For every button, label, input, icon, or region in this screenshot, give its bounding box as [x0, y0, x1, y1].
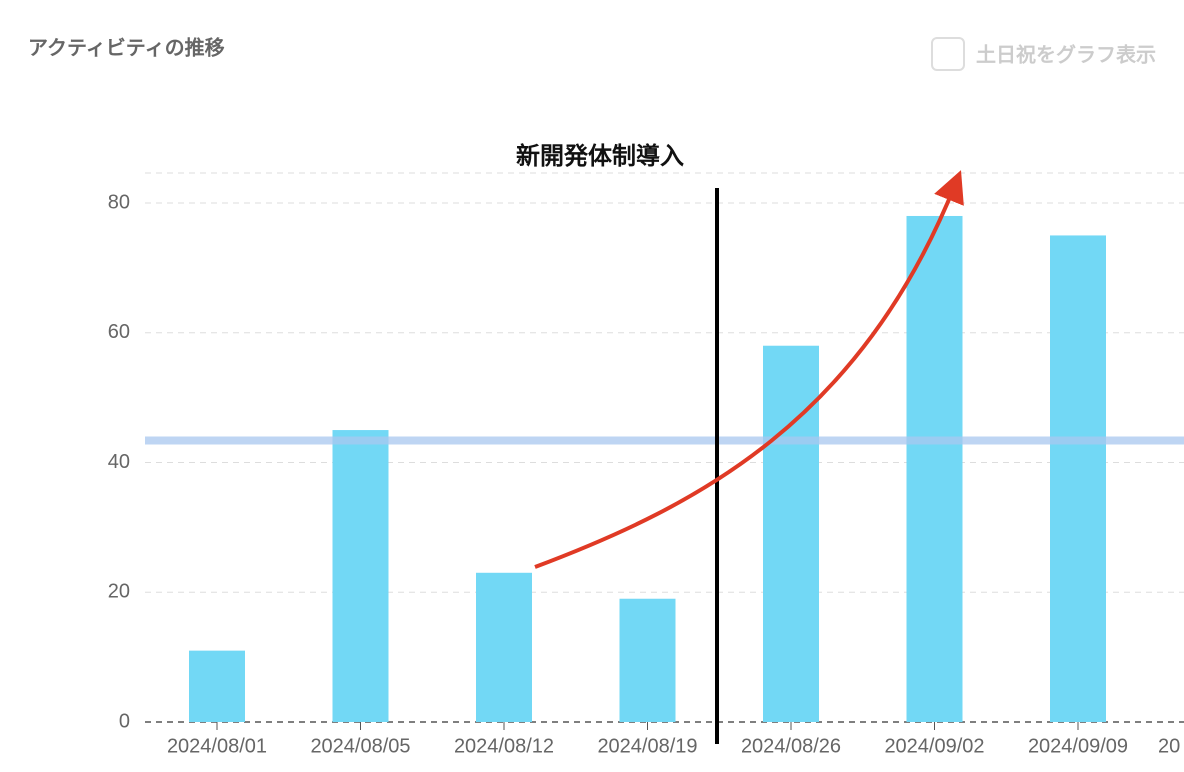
x-tick-label: 2024/08/12 [454, 735, 554, 757]
checkbox-label[interactable]: 土日祝をグラフ表示 [976, 43, 1156, 67]
bar [763, 345, 819, 722]
chart-title: アクティビティの推移 [28, 36, 225, 60]
bar [906, 215, 963, 722]
bar [619, 598, 676, 722]
x-tick-label: 2024/08/01 [167, 735, 267, 757]
y-tick-label: 60 [108, 321, 130, 343]
bar [332, 430, 389, 722]
bar [189, 650, 245, 722]
bar [476, 572, 532, 722]
y-tick-label: 20 [108, 581, 130, 603]
bar [1050, 235, 1106, 722]
x-tick-label: 2024/08/19 [597, 735, 697, 757]
x-tick-label: 2024/09/02 [884, 735, 984, 757]
y-tick-label: 40 [108, 451, 130, 473]
annotation: 新開発体制導入 [516, 142, 684, 170]
plot: 0 20 40 60 80 2024/08/01 2024/08/05 2024/08/12 2… [108, 191, 1184, 757]
y-tick-label: 80 [108, 191, 130, 213]
x-tick-label: 20 [1158, 735, 1180, 757]
checkbox[interactable] [931, 37, 965, 71]
x-tick-label: 2024/08/26 [741, 735, 841, 757]
x-tick-label: 2024/09/09 [1028, 735, 1128, 757]
y-tick-label: 0 [119, 710, 130, 732]
trend-arrow [534, 170, 964, 569]
x-tick-label: 2024/08/05 [310, 735, 410, 757]
